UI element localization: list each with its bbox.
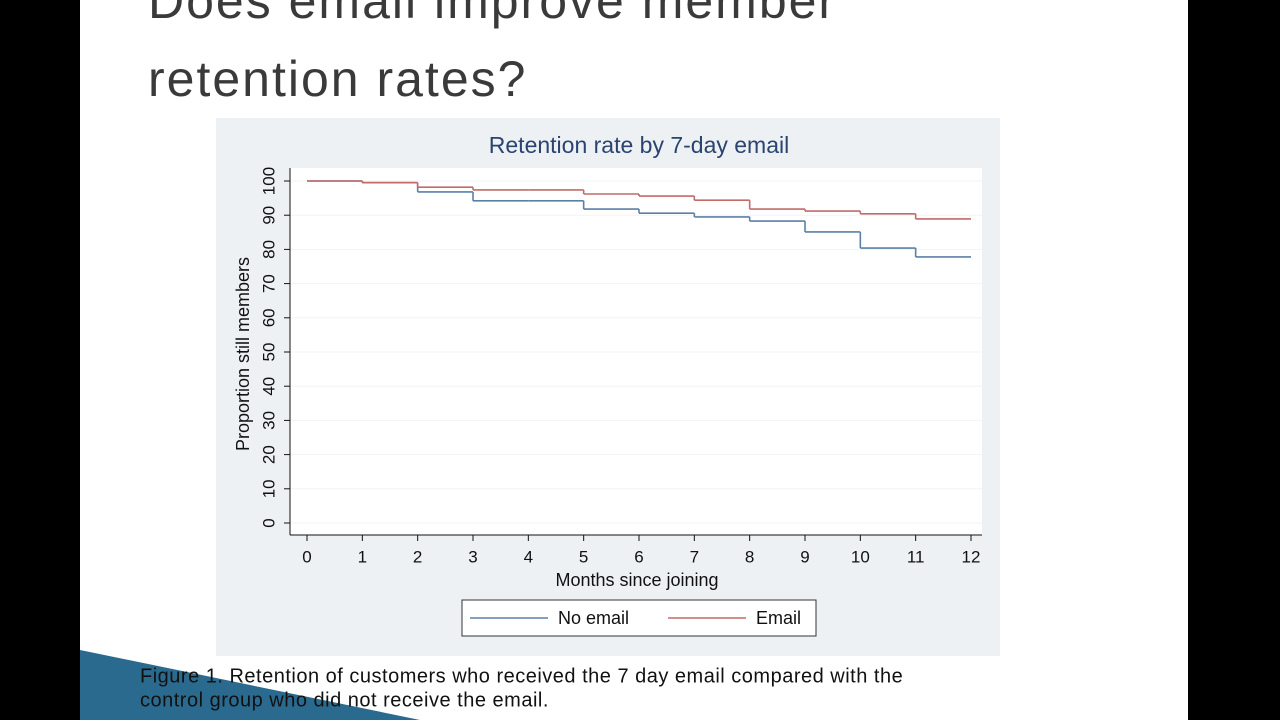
slide-title: Does email improve member <box>148 0 837 29</box>
y-tick-label: 40 <box>259 377 278 396</box>
slide-title: retention rates? <box>148 51 527 107</box>
chart-title: Retention rate by 7-day email <box>489 132 789 158</box>
x-tick-label: 0 <box>302 547 311 566</box>
x-tick-label: 2 <box>413 547 422 566</box>
x-tick-label: 10 <box>851 547 870 566</box>
x-tick-label: 5 <box>579 547 588 566</box>
y-tick-label: 70 <box>259 274 278 293</box>
y-tick-label: 30 <box>259 411 278 430</box>
x-axis-label: Months since joining <box>555 570 718 590</box>
y-tick-label: 50 <box>259 343 278 362</box>
y-tick-label: 80 <box>259 240 278 259</box>
legend-label: Email <box>756 608 801 628</box>
x-tick-label: 8 <box>745 547 754 566</box>
x-tick-label: 12 <box>962 547 981 566</box>
caption: Figure 1. Retention of customers who rec… <box>140 665 903 687</box>
legend-label: No email <box>558 608 629 628</box>
decor-wedge <box>80 650 420 720</box>
y-tick-label: 20 <box>259 445 278 464</box>
x-tick-label: 11 <box>907 547 925 566</box>
x-tick-label: 1 <box>358 547 367 566</box>
x-tick-label: 9 <box>800 547 809 566</box>
y-tick-label: 60 <box>259 308 278 327</box>
x-tick-label: 3 <box>468 547 477 566</box>
y-axis-label: Proportion still members <box>233 257 253 451</box>
y-tick-label: 90 <box>259 206 278 225</box>
x-tick-label: 6 <box>634 547 643 566</box>
y-tick-label: 100 <box>259 167 278 195</box>
x-tick-label: 4 <box>524 547 533 566</box>
y-tick-label: 10 <box>259 479 278 498</box>
y-tick-label: 0 <box>259 518 278 527</box>
x-tick-label: 7 <box>690 547 699 566</box>
caption: control group who did not receive the em… <box>140 689 549 711</box>
